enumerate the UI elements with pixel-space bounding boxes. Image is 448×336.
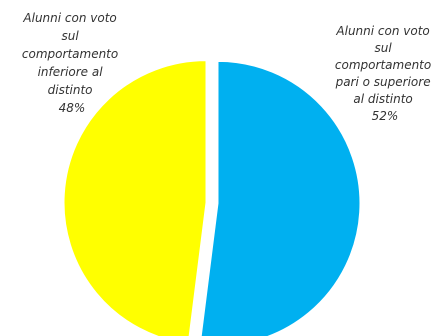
slice-label-blue: Alunni con voto sul comportamento pari o… (335, 24, 435, 123)
slice-label-blue-line-3: comportamento (335, 58, 431, 72)
slice-label-blue-line-4: pari o superiore (335, 75, 431, 89)
slice-label-yellow: Alunni con voto sul comportamento inferi… (22, 11, 122, 115)
slice-label-blue-line-5: al distinto (353, 92, 412, 106)
slice-label-yellow-line-2: sul (61, 29, 79, 43)
slice-label-yellow-line-5: distinto (48, 83, 93, 97)
slice-percent-blue: 52% (372, 109, 399, 123)
slice-label-yellow-line-4: inferiore al (38, 65, 104, 79)
slice-label-blue-line-1: Alunni con voto (335, 24, 429, 38)
pie-slice-yellow (63, 60, 207, 336)
slice-percent-yellow: 48% (59, 101, 86, 115)
slice-label-blue-line-2: sul (374, 41, 392, 55)
slice-label-yellow-line-1: Alunni con voto (22, 11, 116, 25)
slice-label-yellow-line-3: comportamento (22, 47, 118, 61)
pie-slices (63, 60, 361, 336)
pie-slice-blue (200, 60, 361, 336)
